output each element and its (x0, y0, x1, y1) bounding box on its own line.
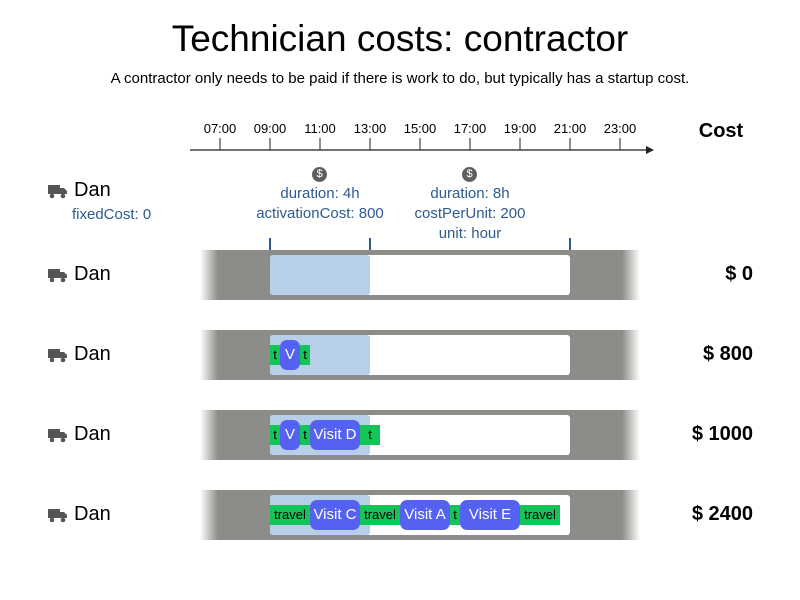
travel-block[interactable]: t (300, 345, 310, 365)
travel-block[interactable]: t (270, 345, 280, 365)
timeline-arrow-icon (646, 146, 654, 154)
row-cost: $ 800 (702, 343, 753, 365)
truck-icon (48, 349, 67, 363)
visit-block[interactable]: V (280, 340, 300, 370)
timeline-tick-label: 15:00 (403, 121, 437, 136)
page-subtitle: A contractor only needs to be paid if th… (110, 70, 690, 87)
truck-icon (48, 269, 67, 283)
timeline-tick-label: 07:00 (203, 121, 237, 136)
timeline-tick-label: 13:00 (353, 121, 387, 136)
vehicle-name: Dan (74, 263, 111, 285)
truck-icon (48, 509, 67, 523)
cost-column-header: Cost (698, 120, 744, 142)
truck-icon (48, 429, 67, 443)
fixed-cost-label: fixedCost: 0 (72, 206, 152, 223)
row-cost: $ 0 (725, 263, 753, 285)
vehicle-name: Dan (74, 179, 111, 201)
travel-block[interactable]: travel (360, 505, 400, 525)
timeline-tick-label: 09:00 (253, 121, 287, 136)
vehicle-name: Dan (74, 423, 111, 445)
visit-block[interactable]: V (280, 420, 300, 450)
period-duration: duration: 4h (280, 185, 360, 202)
truck-icon (48, 185, 67, 199)
timeline-tick-label: 17:00 (453, 121, 487, 136)
visit-block[interactable]: Visit A (400, 500, 450, 530)
timeline-tick-label: 21:00 (553, 121, 587, 136)
page-title: Technician costs: contractor (171, 18, 629, 59)
period-cost-per-unit: costPerUnit: 200 (414, 205, 526, 222)
travel-block[interactable]: t (270, 425, 280, 445)
travel-block[interactable]: t (360, 425, 380, 445)
vehicle-name: Dan (74, 343, 111, 365)
timeline-tick-label: 23:00 (603, 121, 637, 136)
row-cost: $ 2400 (691, 503, 753, 525)
dollar-icon: $ (312, 167, 327, 182)
travel-block[interactable]: travel (270, 505, 310, 525)
timeline-tick-label: 11:00 (304, 121, 336, 136)
travel-block[interactable]: t (300, 425, 310, 445)
visit-block[interactable]: Visit D (310, 420, 360, 450)
activation-period (270, 255, 370, 295)
period-unit: unit: hour (438, 225, 502, 242)
period-activation-cost: activationCost: 800 (256, 205, 384, 222)
travel-block[interactable]: travel (520, 505, 560, 525)
period-1-info: duration: 4h activationCost: 800 (200, 184, 440, 224)
row-cost: $ 1000 (691, 423, 753, 445)
period-2-info: duration: 8h costPerUnit: 200 unit: hour (350, 184, 590, 244)
period-duration: duration: 8h (430, 185, 510, 202)
vehicle-name: Dan (74, 503, 111, 525)
travel-block[interactable]: t (450, 505, 460, 525)
visit-block[interactable]: Visit E (460, 500, 520, 530)
dollar-icon: $ (462, 167, 477, 182)
timeline-tick-label: 19:00 (503, 121, 537, 136)
visit-block[interactable]: Visit C (310, 500, 360, 530)
